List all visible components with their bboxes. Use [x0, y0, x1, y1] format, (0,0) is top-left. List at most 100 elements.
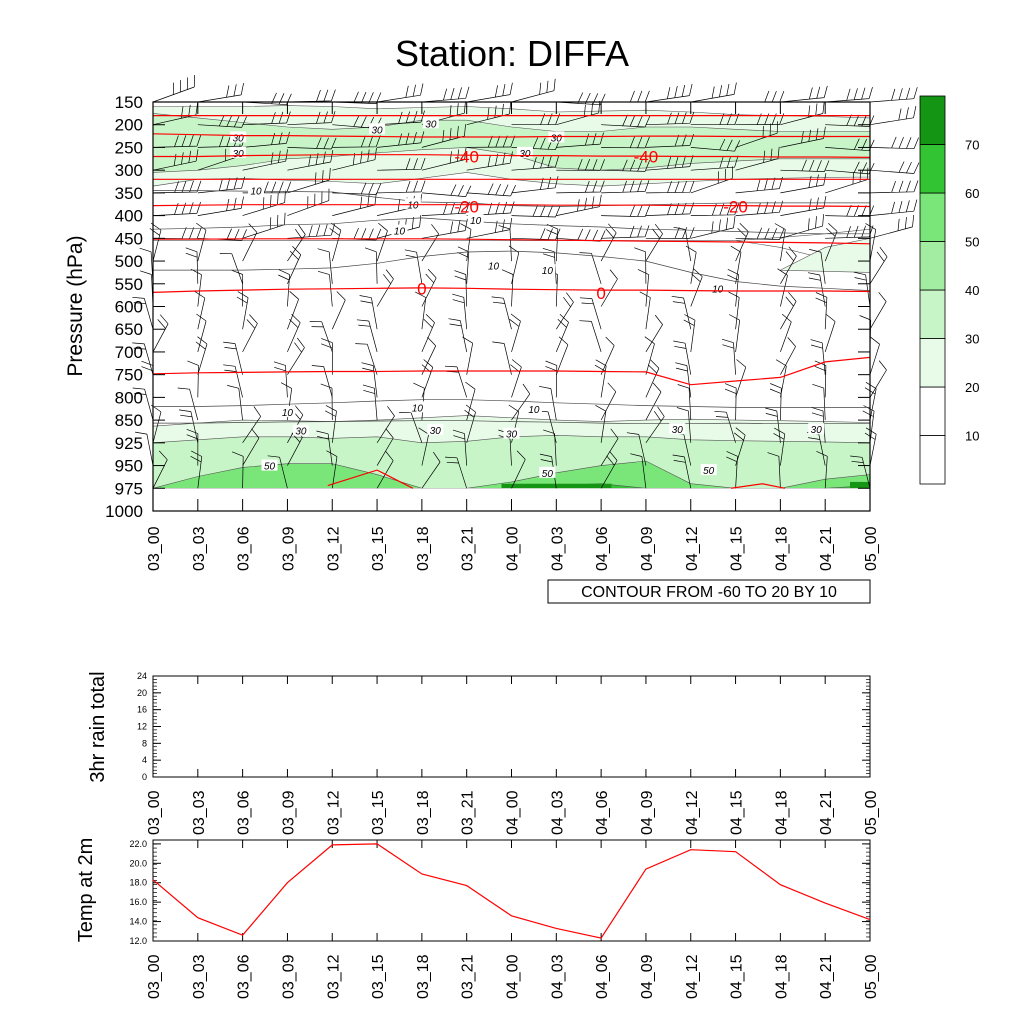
y-tick-label: 650: [115, 320, 143, 339]
x-tick-label: 04_15: [729, 954, 746, 999]
x-tick-label: 03_06: [236, 790, 253, 835]
isotherm-label: -20: [454, 198, 479, 217]
x-tick-label: 04_09: [639, 526, 656, 571]
x-tick-label: 03_18: [415, 526, 432, 571]
y-tick-label: 20.0: [129, 858, 147, 868]
x-tick-label: 04_21: [818, 790, 835, 835]
y-tick-label: 22.0: [129, 839, 147, 849]
y-tick-label: 800: [115, 388, 143, 407]
x-tick-label: 04_00: [505, 954, 522, 999]
x-tick-label: 03_06: [236, 954, 253, 999]
colorbar-segment: [919, 289, 946, 339]
isotherm-line: [327, 469, 414, 489]
x-tick-label: 04_18: [773, 790, 790, 835]
x-tick-label: 04_12: [684, 954, 701, 999]
x-tick-label: 04_00: [505, 526, 522, 571]
speed-contour-label: 50: [264, 462, 276, 473]
y-tick-label: 16.0: [129, 897, 147, 907]
y-tick-label: 1000: [105, 502, 143, 521]
x-tick-label: 03_03: [191, 790, 208, 835]
speed-contour-label: 30: [551, 133, 563, 144]
x-tick-label: 03_09: [280, 526, 297, 571]
y-tick-label: 8: [142, 738, 147, 748]
x-tick-label: 03_15: [370, 790, 387, 835]
y-tick-label: 450: [115, 229, 143, 248]
x-tick-label: 03_00: [146, 790, 163, 835]
rain-y-label: 3hr rain total: [87, 671, 109, 782]
x-tick-label: 04_09: [639, 954, 656, 999]
x-tick-label: 05_00: [863, 526, 880, 571]
y-tick-label: 14.0: [129, 917, 147, 927]
y-tick-label: 16: [137, 705, 147, 715]
isotherm-label: 0: [417, 279, 426, 298]
speed-contour-label: 10: [407, 200, 419, 211]
speed-contour-label: 30: [233, 149, 245, 160]
y-tick-label: 850: [115, 411, 143, 430]
y-tick-label: 150: [115, 93, 143, 112]
isotherm-line: [730, 483, 785, 489]
x-tick-label: 03_18: [415, 954, 432, 999]
x-tick-label: 04_21: [818, 954, 835, 999]
x-tick-label: 05_00: [863, 954, 880, 999]
x-tick-label: 03_12: [325, 526, 342, 571]
speed-contour-label: 30: [372, 125, 384, 136]
isotherm-line: [153, 238, 871, 245]
colorbar-tick-label: 20: [965, 380, 979, 395]
speed-contour-label: 30: [811, 425, 823, 436]
speed-contour-label: 10: [251, 187, 263, 198]
x-tick-label: 03_09: [280, 790, 297, 835]
speed-contour-label: 50: [542, 469, 554, 480]
x-tick-label: 04_18: [773, 526, 790, 571]
y-tick-label: 950: [115, 457, 143, 476]
x-tick-label: 04_06: [594, 526, 611, 571]
y-axis-label: Pressure (hPa): [64, 235, 87, 376]
colorbar-tick-label: 60: [965, 186, 979, 201]
x-tick-label: 04_15: [729, 790, 746, 835]
y-tick-label: 975: [115, 479, 143, 498]
x-tick-label: 03_21: [460, 526, 477, 571]
y-tick-label: 24: [137, 671, 147, 681]
colorbar-segment: [919, 192, 946, 242]
x-tick-label: 04_03: [549, 526, 566, 571]
x-tick-label: 03_18: [415, 790, 432, 835]
y-tick-label: 300: [115, 161, 143, 180]
x-tick-label: 03_03: [191, 954, 208, 999]
wind-barbs: [132, 74, 920, 489]
colorbar-tick-label: 30: [965, 332, 979, 347]
isotherm-line: [153, 154, 871, 158]
x-tick-label: 04_09: [639, 790, 656, 835]
speed-contour-label: 10: [412, 403, 424, 414]
y-tick-label: 4: [142, 755, 147, 765]
x-tick-label: 04_21: [818, 526, 835, 571]
x-tick-label: 03_15: [370, 954, 387, 999]
x-tick-label: 04_03: [549, 954, 566, 999]
speed-contour-label: 10: [488, 262, 500, 273]
speed-contour-label: 10: [470, 216, 482, 227]
y-tick-label: 0: [142, 772, 147, 782]
x-tick-label: 04_12: [684, 790, 701, 835]
y-tick-label: 600: [115, 298, 143, 317]
x-tick-label: 03_21: [460, 790, 477, 835]
speed-contour-label: 30: [425, 119, 437, 130]
speed-contour-label: 30: [295, 427, 307, 438]
speed-contour-label: 10: [542, 266, 554, 277]
x-tick-label: 04_00: [505, 790, 522, 835]
y-tick-label: 500: [115, 252, 143, 271]
temp-y-label: Temp at 2m: [75, 838, 97, 942]
colorbar-tick-label: 50: [965, 235, 979, 250]
temp-panel: 12.0 14.0 16.0 18.0 20.0 22.0 03_00 03_03 03_06 0…: [75, 838, 880, 999]
y-tick-label: 200: [115, 116, 143, 135]
x-tick-label: 04_03: [549, 790, 566, 835]
colorbar-segment: [919, 338, 946, 388]
x-tick-label: 04_18: [773, 954, 790, 999]
isotherm-line: [152, 204, 871, 208]
x-tick-label: 03_09: [280, 954, 297, 999]
y-tick-label: 250: [115, 138, 143, 157]
colorbar-segment: [919, 95, 946, 145]
x-tick-label: 03_15: [370, 526, 387, 571]
speed-contour-label: 10: [528, 405, 540, 416]
y-tick-label: 20: [137, 688, 147, 698]
y-tick-label: 18.0: [129, 878, 147, 888]
